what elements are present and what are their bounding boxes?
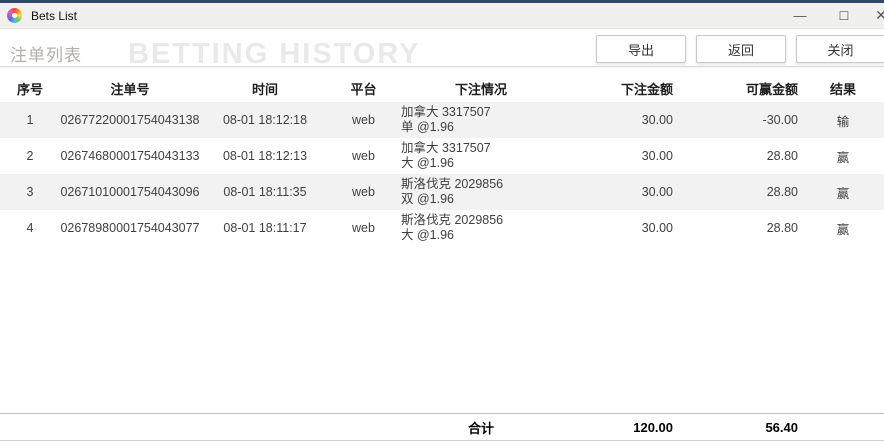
detail-match: 斯洛伐克 2029856	[401, 213, 504, 227]
cell-no: 3	[26, 185, 34, 199]
table-row[interactable]: 3 02671010001754043096 08-01 18:11:35 we…	[0, 174, 884, 210]
cell-bet-id: 02678980001754043077	[60, 221, 200, 235]
cell-time: 08-01 18:11:35	[223, 185, 307, 199]
maximize-icon[interactable]: ☐	[838, 8, 850, 23]
col-header-no: 序号	[16, 81, 43, 97]
cell-win: 28.80	[766, 185, 798, 199]
page-title: 注单列表	[10, 46, 82, 65]
cell-detail: 加拿大 3317507 单 @1.96	[397, 105, 565, 135]
minimize-icon[interactable]: —	[793, 8, 807, 23]
window-controls: — ☐ ✕	[778, 3, 884, 28]
cell-detail: 斯洛伐克 2029856 双 @1.96	[397, 177, 565, 207]
close-icon[interactable]: ✕	[866, 3, 884, 28]
bets-table: 序号 注单号 时间 平台 下注情况 下注金额 可赢金额 结果 1 0267722…	[0, 74, 884, 446]
cell-result: 输	[836, 114, 850, 129]
detail-odds: 大 @1.96	[401, 156, 454, 170]
detail-match: 加拿大 3317507	[401, 105, 491, 119]
detail-match: 加拿大 3317507	[401, 141, 491, 155]
window-top-accent	[0, 0, 884, 3]
header-buttons: 导出 返回 关闭	[586, 35, 884, 63]
col-header-result: 结果	[829, 81, 856, 97]
cell-time: 08-01 18:11:17	[223, 221, 307, 235]
footer-total-win: 56.40	[765, 419, 798, 435]
table-footer-row: 合计 120.00 56.40	[0, 413, 884, 441]
table-row[interactable]: 4 02678980001754043077 08-01 18:11:17 we…	[0, 210, 884, 246]
table-empty-area	[0, 246, 884, 413]
detail-odds: 单 @1.96	[401, 120, 454, 134]
cell-bet-id: 02671010001754043096	[60, 185, 200, 199]
window-title: Bets List	[31, 8, 78, 23]
cell-bet-id: 02674680001754043133	[60, 149, 200, 163]
table-row[interactable]: 1 02677220001754043138 08-01 18:12:18 we…	[0, 102, 884, 138]
cell-detail: 加拿大 3317507 大 @1.96	[397, 141, 565, 171]
col-header-amount: 下注金额	[620, 81, 673, 97]
cell-platform: web	[352, 149, 375, 163]
table-row[interactable]: 2 02674680001754043133 08-01 18:12:13 we…	[0, 138, 884, 174]
cell-platform: web	[352, 113, 375, 127]
back-button[interactable]: 返回	[696, 35, 786, 63]
titlebar: Bets List — ☐ ✕	[0, 3, 884, 29]
table-body: 1 02677220001754043138 08-01 18:12:18 we…	[0, 102, 884, 246]
cell-no: 1	[26, 113, 34, 127]
cell-win: -30.00	[762, 113, 798, 127]
detail-match: 斯洛伐克 2029856	[401, 177, 504, 191]
page: BETTING HISTORY 注单列表 导出 返回 关闭 序号 注单号 时间 …	[0, 29, 884, 446]
footer-total-amount: 120.00	[633, 419, 673, 435]
export-button[interactable]: 导出	[596, 35, 686, 63]
close-page-button[interactable]: 关闭	[796, 35, 884, 63]
detail-odds: 大 @1.96	[401, 228, 454, 242]
cell-amount: 30.00	[641, 185, 673, 199]
detail-odds: 双 @1.96	[401, 192, 454, 206]
cell-platform: web	[352, 221, 375, 235]
col-header-platform: 平台	[350, 81, 377, 97]
cell-win: 28.80	[766, 149, 798, 163]
cell-amount: 30.00	[641, 113, 673, 127]
cell-time: 08-01 18:12:18	[222, 113, 308, 127]
col-header-time: 时间	[251, 81, 278, 97]
cell-no: 2	[26, 149, 34, 163]
col-header-bet-id: 注单号	[110, 81, 150, 97]
cell-amount: 30.00	[641, 221, 673, 235]
cell-detail: 斯洛伐克 2029856 大 @1.96	[397, 213, 565, 243]
cell-win: 28.80	[766, 221, 798, 235]
cell-result: 赢	[836, 222, 850, 237]
table-header-row: 序号 注单号 时间 平台 下注情况 下注金额 可赢金额 结果	[0, 74, 884, 102]
cell-result: 赢	[836, 150, 850, 165]
cell-time: 08-01 18:12:13	[222, 149, 308, 163]
cell-no: 4	[26, 221, 34, 235]
cell-result: 赢	[836, 186, 850, 201]
footer-total-label: 合计	[467, 420, 494, 436]
col-header-detail: 下注情况	[454, 81, 507, 97]
cell-bet-id: 02677220001754043138	[60, 113, 200, 127]
cell-amount: 30.00	[641, 149, 673, 163]
cell-platform: web	[352, 185, 375, 199]
watermark: BETTING HISTORY	[128, 38, 421, 67]
col-header-win: 可赢金额	[745, 81, 798, 97]
page-header: BETTING HISTORY 注单列表 导出 返回 关闭	[0, 29, 884, 67]
app-logo-icon	[7, 8, 22, 23]
